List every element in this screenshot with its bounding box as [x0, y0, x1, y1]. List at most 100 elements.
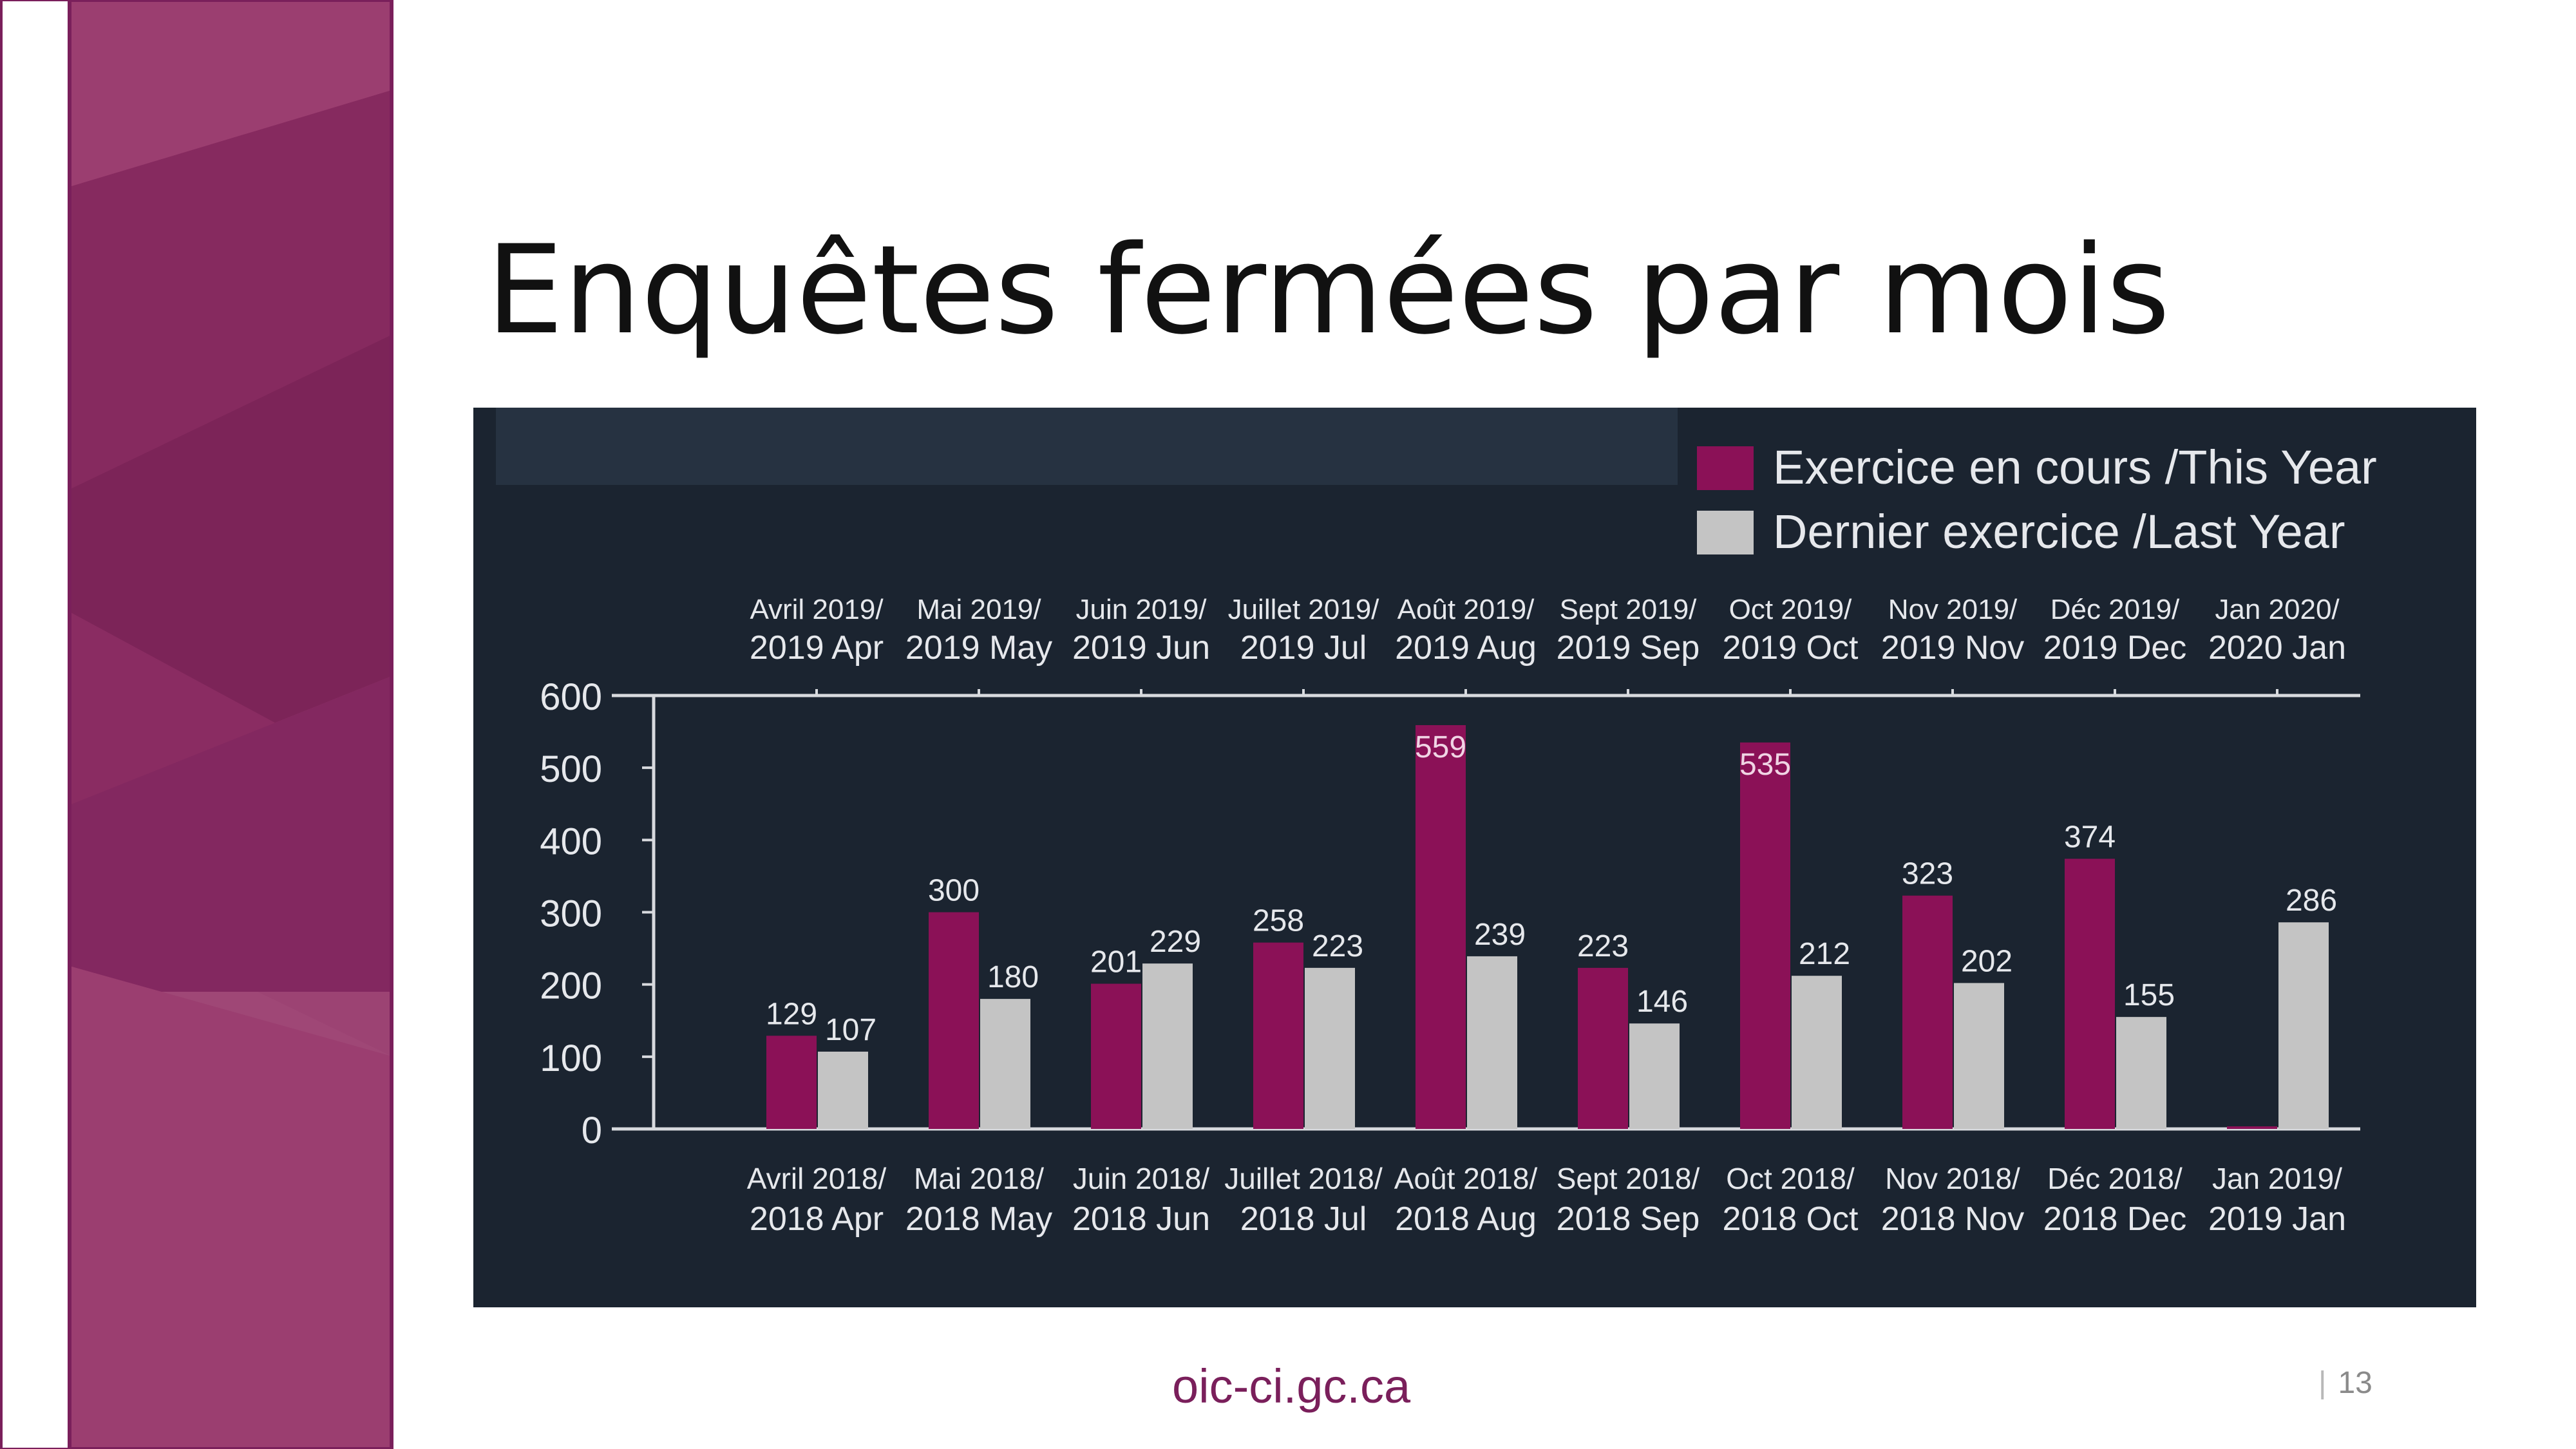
page-title: Enquêtes fermées par mois	[486, 219, 2170, 361]
y-tick-label: 200	[540, 965, 602, 1007]
bottom-category-label: 2018 Aug	[1395, 1200, 1537, 1238]
bar-value-label: 223	[1312, 929, 1363, 963]
bar-this-year	[2065, 858, 2115, 1129]
bar-this-year	[766, 1036, 817, 1129]
y-tick-label: 0	[582, 1110, 602, 1151]
top-category-label: Nov 2019/	[1888, 594, 2018, 625]
bar-last-year	[2278, 922, 2329, 1129]
top-category-label: 2019 Jul	[1240, 629, 1367, 667]
bar-this-year	[1091, 983, 1141, 1129]
bottom-category-label: Juillet 2018/	[1224, 1162, 1383, 1195]
top-category-label: Mai 2019/	[916, 594, 1041, 625]
page-number: | 13	[2318, 1366, 2372, 1400]
bar-last-year	[1954, 983, 2004, 1129]
top-category-label: 2019 Jun	[1072, 629, 1210, 667]
legend-label: Dernier exercice /Last Year	[1773, 505, 2345, 558]
y-tick-label: 100	[540, 1037, 602, 1079]
top-category-label: 2019 Sep	[1557, 629, 1700, 667]
bar-value-label: 323	[1902, 857, 1953, 891]
top-category-label: 2019 Oct	[1722, 629, 1859, 667]
legend-swatch	[1697, 511, 1754, 554]
bar-value-label: 223	[1577, 929, 1629, 963]
bottom-category-label: Mai 2018/	[914, 1162, 1044, 1195]
bottom-category-label: Sept 2018/	[1557, 1162, 1700, 1195]
bar-value-label: 239	[1474, 918, 1526, 952]
chart-legend: Exercice en cours /This Year Dernier exer…	[1697, 440, 2377, 558]
bar-value-label: 129	[766, 997, 817, 1031]
chart-header-strip	[496, 408, 1678, 485]
bar-last-year	[2116, 1017, 2166, 1129]
bar-this-year	[1578, 967, 1628, 1129]
bottom-category-label: Oct 2018/	[1726, 1162, 1855, 1195]
y-tick-label: 500	[540, 748, 602, 790]
top-category-label: 2019 Nov	[1881, 629, 2025, 667]
bar-last-year	[818, 1051, 868, 1129]
bar-value-label: 229	[1150, 925, 1201, 959]
bottom-category-label: 2018 Apr	[750, 1200, 884, 1238]
bar-value-label: 374	[2064, 820, 2116, 854]
top-category-label: 2020 Jan	[2208, 629, 2346, 667]
y-tick-label: 600	[540, 676, 602, 718]
chart-background	[473, 408, 2476, 1307]
bottom-category-label: 2018 Dec	[2043, 1200, 2187, 1238]
bottom-category-label: Nov 2018/	[1885, 1162, 2020, 1195]
bottom-category-label: 2018 May	[905, 1200, 1052, 1238]
top-category-label: Oct 2019/	[1729, 594, 1853, 625]
top-category-label: Juin 2019/	[1075, 594, 1207, 625]
top-category-label: 2019 Apr	[750, 629, 884, 667]
bar-chart: Exercice en cours /This Year Dernier exer…	[473, 408, 2476, 1307]
bottom-category-labels: Avril 2018/2018 Apr Mai 2018/2018 May Juin…	[747, 1162, 2346, 1238]
y-tick-label: 400	[540, 820, 602, 862]
top-category-label: Juillet 2019/	[1228, 594, 1380, 625]
top-category-label: Déc 2019/	[2050, 594, 2180, 625]
footer-url[interactable]: oic-ci.gc.ca	[1172, 1359, 1411, 1413]
bar-value-label: 201	[1090, 945, 1142, 980]
bottom-category-label: 2018 Jul	[1240, 1200, 1367, 1238]
bar-value-label: 286	[2286, 884, 2337, 918]
bottom-category-label: Déc 2018/	[2047, 1162, 2183, 1195]
bottom-category-label: 2019 Jan	[2208, 1200, 2346, 1238]
page-number-value: 13	[2338, 1366, 2372, 1400]
bar-last-year	[1305, 967, 1355, 1129]
y-tick-label: 300	[540, 893, 602, 935]
top-category-label: 2019 Aug	[1395, 629, 1537, 667]
bar-value-label: 155	[2123, 978, 2175, 1012]
bar-value-label: 202	[1961, 944, 2012, 978]
bar-this-year	[1416, 724, 1466, 1129]
bottom-category-label: 2018 Jun	[1072, 1200, 1210, 1238]
bar-last-year	[1629, 1023, 1680, 1129]
bar-value-label: 258	[1253, 904, 1304, 938]
bar-value-label: 146	[1636, 985, 1688, 1019]
chart-bars	[766, 724, 2329, 1129]
bar-value-label: 107	[825, 1013, 876, 1047]
bar-this-year	[1902, 895, 1953, 1129]
bottom-category-label: Juin 2018/	[1073, 1162, 1209, 1195]
bottom-category-label: Avril 2018/	[747, 1162, 887, 1195]
bar-value-label: 535	[1739, 748, 1791, 782]
bar-value-label: 559	[1415, 730, 1466, 764]
bottom-category-label: Jan 2019/	[2212, 1162, 2342, 1195]
top-category-label: Jan 2020/	[2215, 594, 2340, 625]
bottom-category-label: 2018 Oct	[1722, 1200, 1859, 1238]
top-category-label: Sept 2019/	[1560, 594, 1698, 625]
bar-last-year	[1467, 956, 1517, 1129]
top-category-label: 2019 May	[905, 629, 1052, 667]
top-category-label: 2019 Dec	[2043, 629, 2187, 667]
top-category-label: Avril 2019/	[750, 594, 884, 625]
bar-value-labels: 129 300 201 258 559 223 535 323 374 107 180 229 223 2…	[766, 730, 2337, 1047]
bar-value-label: 180	[987, 960, 1039, 994]
bar-this-year	[929, 912, 979, 1129]
bottom-category-label: 2018 Nov	[1881, 1200, 2025, 1238]
top-category-labels: Avril 2019/2019 Apr Mai 2019/2019 May Juin…	[750, 594, 2346, 667]
top-category-label: Août 2019/	[1397, 594, 1535, 625]
bar-value-label: 212	[1799, 937, 1850, 971]
bar-this-year	[1740, 742, 1790, 1129]
bar-last-year	[1792, 976, 1842, 1129]
decorative-side-panel	[0, 0, 394, 1449]
bottom-category-label: Août 2018/	[1394, 1162, 1538, 1195]
bar-last-year	[1142, 963, 1193, 1129]
bottom-category-label: 2018 Sep	[1557, 1200, 1700, 1238]
legend-swatch	[1697, 446, 1754, 490]
bar-value-label: 300	[928, 874, 980, 908]
bar-last-year	[980, 999, 1030, 1129]
